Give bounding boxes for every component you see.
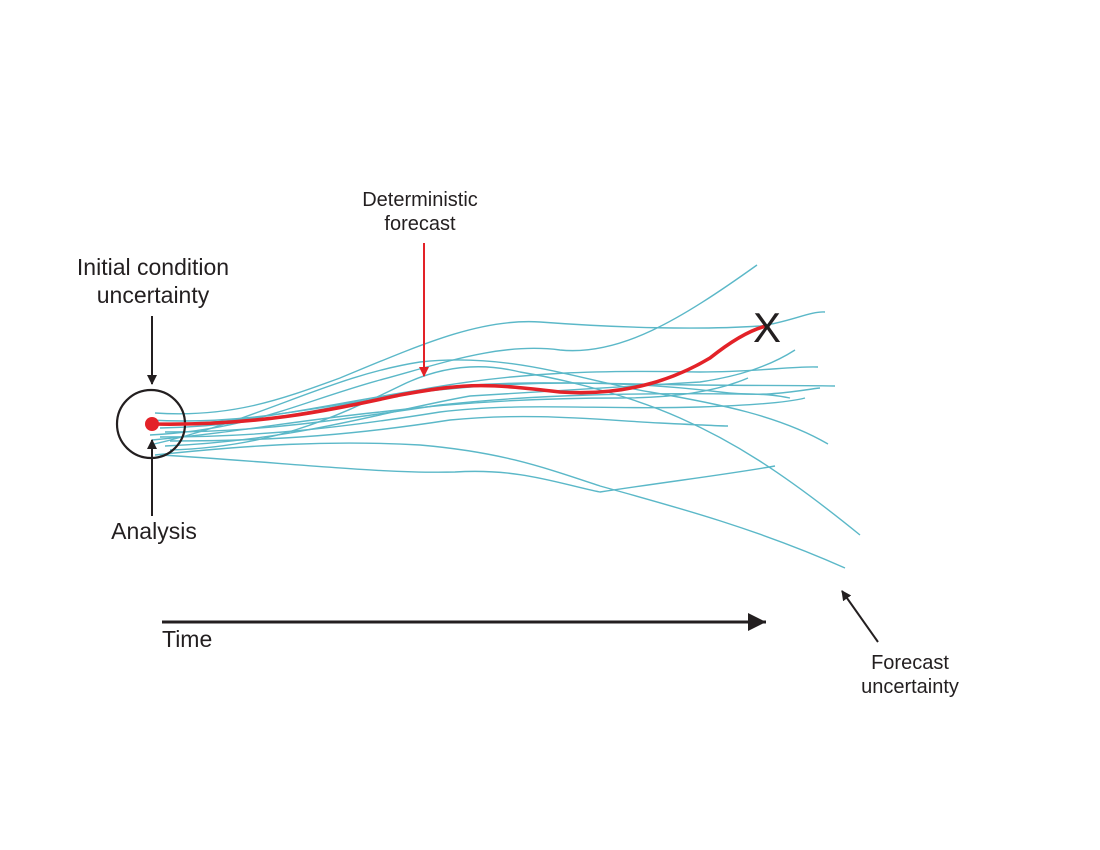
ensemble-member (149, 382, 821, 422)
analysis-point (145, 417, 159, 431)
forecast-uncertainty-label: Forecast uncertainty (830, 651, 990, 699)
forecast-uncertainty-arrow (841, 590, 879, 643)
forecast-uncertainty-label-line: Forecast (871, 652, 949, 674)
ensemble-member (164, 393, 791, 433)
ensemble-members (149, 264, 861, 569)
initial-condition-label-line: Initial condition (76, 254, 230, 280)
forecast-uncertainty-label-line: uncertainty (861, 676, 959, 698)
ensemble-member (151, 377, 749, 441)
analysis-label: Analysis (111, 518, 197, 544)
deterministic-forecast-label-line: Deterministic (362, 189, 478, 211)
ensemble-member (154, 311, 826, 415)
ensemble-member (169, 415, 729, 442)
end-marker: X (753, 304, 781, 351)
ensemble-member (159, 397, 806, 438)
deterministic-forecast-label: Deterministic forecast (330, 188, 510, 236)
time-label: Time (162, 626, 213, 652)
initial-condition-label: Initial condition uncertainty (44, 254, 262, 309)
ensemble-member (169, 366, 861, 536)
deterministic-forecast-line (150, 324, 768, 426)
ensemble-member (159, 454, 776, 493)
initial-condition-label-line: uncertainty (96, 281, 210, 308)
deterministic-forecast-label-line: forecast (384, 213, 456, 235)
ensemble-member (149, 359, 829, 446)
ensemble-member (154, 442, 846, 569)
